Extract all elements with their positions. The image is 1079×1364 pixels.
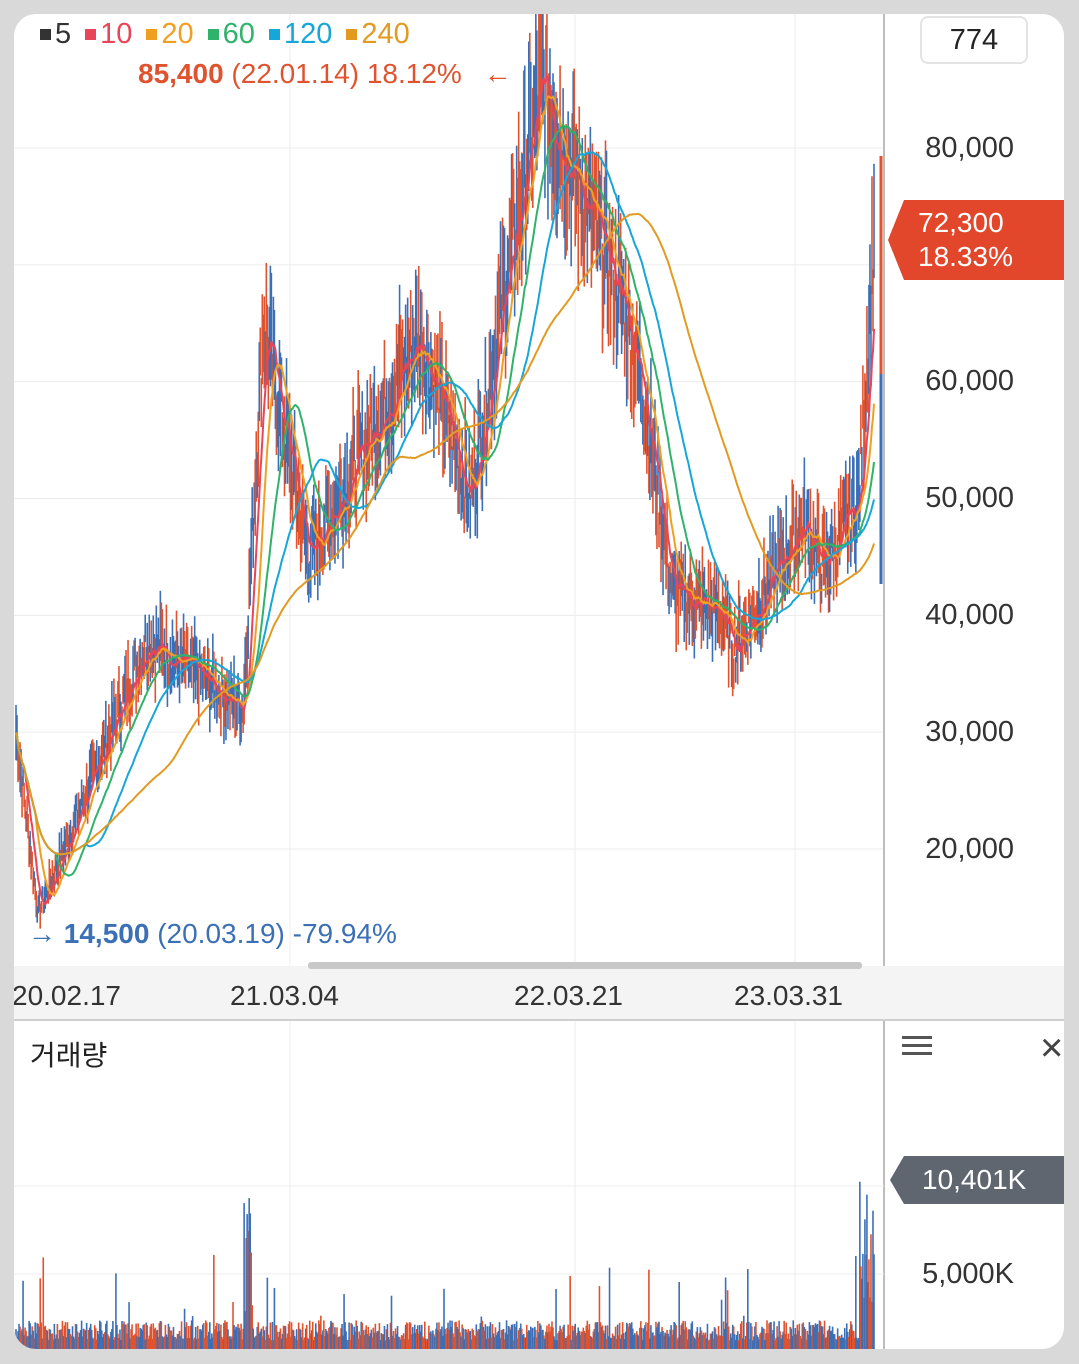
legend-ma120[interactable]: 120 xyxy=(268,18,332,51)
high-price: 85,400 xyxy=(138,58,224,89)
ma240-line xyxy=(15,212,875,856)
right-arrow-icon: → xyxy=(28,918,56,949)
close-icon[interactable]: × xyxy=(1040,1026,1064,1070)
high-price-marker: 85,400 (22.01.14) 18.12% ← xyxy=(138,58,512,90)
legend-ma60[interactable]: 60 xyxy=(207,18,255,51)
x-axis-band xyxy=(14,966,1064,1020)
current-volume-badge: 10,401K xyxy=(890,1156,1064,1204)
current-price: 72,300 xyxy=(918,207,1004,238)
high-pct: 18.12% xyxy=(366,58,462,89)
y-tick-50000: 50,000 xyxy=(925,482,1014,514)
y-tick-80000: 80,000 xyxy=(925,132,1014,164)
ma120-line xyxy=(15,151,875,856)
high-date: (22.01.14) xyxy=(231,58,360,89)
chart-card: 5 10 20 60 120 240 774 85,400 (22.01.14)… xyxy=(14,14,1064,1349)
x-tick-1: 20.02.17 xyxy=(14,980,121,1011)
legend-ma20[interactable]: 20 xyxy=(146,18,194,51)
stock-chart[interactable] xyxy=(14,14,1064,1349)
ma20-line xyxy=(15,95,875,896)
legend-ma5[interactable]: 5 xyxy=(40,18,71,51)
legend-ma240[interactable]: 240 xyxy=(346,18,410,51)
low-price: 14,500 xyxy=(63,918,150,949)
scrollbar-thumb xyxy=(308,962,862,969)
current-pct: 18.33% xyxy=(918,241,1013,272)
y-tick-20000: 20,000 xyxy=(925,833,1014,865)
x-tick-2: 21.03.04 xyxy=(230,980,339,1011)
x-tick-4: 23.03.31 xyxy=(734,980,843,1011)
low-date: (20.03.19) xyxy=(157,918,285,949)
menu-icon[interactable] xyxy=(902,1032,932,1058)
left-arrow-icon: ← xyxy=(483,58,512,89)
y-tick-30000: 30,000 xyxy=(925,716,1014,748)
y-tick-40000: 40,000 xyxy=(925,599,1014,631)
volume-title: 거래량 xyxy=(30,1040,108,1071)
y-tick-60000: 60,000 xyxy=(925,365,1014,397)
top-value-badge[interactable]: 774 xyxy=(920,16,1028,64)
low-pct: -79.94% xyxy=(292,918,397,949)
moving-average-legend: 5 10 20 60 120 240 xyxy=(40,18,410,51)
low-price-marker: → 14,500 (20.03.19) -79.94% xyxy=(28,918,397,950)
ma60-line xyxy=(15,122,875,877)
legend-ma10[interactable]: 10 xyxy=(85,18,132,51)
ma10-line xyxy=(15,72,875,906)
volume-tick-5000k: 5,000K xyxy=(922,1258,1014,1290)
current-price-badge: 72,300 18.33% xyxy=(888,200,1064,280)
x-tick-3: 22.03.21 xyxy=(514,980,623,1011)
